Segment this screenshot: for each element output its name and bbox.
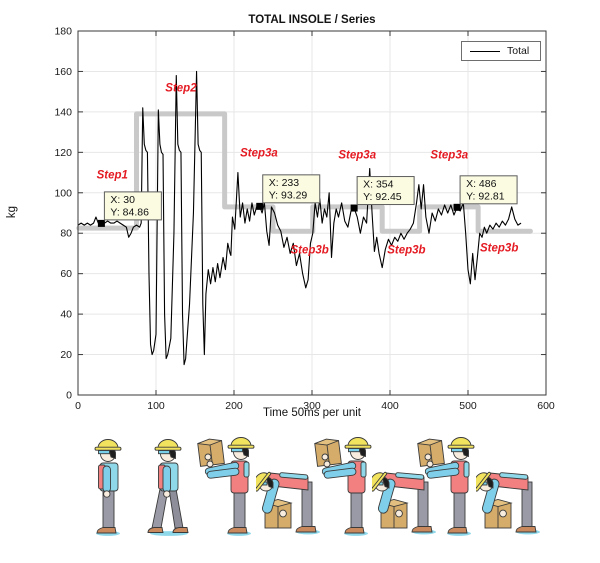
y-tick-label: 0: [66, 390, 72, 402]
datatip-y-value: Y: 92.81: [466, 190, 505, 202]
datatip-box[interactable]: [459, 175, 518, 205]
y-tick-label: 20: [60, 349, 72, 361]
datatip-x-value: X: 30: [110, 194, 135, 206]
step-annotation: Step3b: [480, 242, 518, 254]
datatip-x-value: X: 354: [363, 179, 394, 191]
legend-label: Total: [507, 45, 530, 57]
datatip-marker[interactable]: [453, 203, 461, 211]
worker-standing-icon: [94, 439, 122, 537]
worker-sequence: [0, 425, 600, 563]
x-tick-label: 100: [147, 400, 165, 412]
y-tick-label: 180: [54, 26, 72, 38]
step-annotation: Step3a: [430, 149, 468, 161]
step-annotation: Step3a: [338, 149, 376, 161]
step-annotation: Step1: [97, 170, 128, 182]
y-tick-label: 120: [54, 147, 72, 159]
worker-carrying-box-icon: [417, 437, 475, 537]
x-tick-label: 0: [75, 400, 81, 412]
total-line: [77, 70, 522, 366]
y-tick-label: 160: [54, 66, 72, 78]
step-annotation: Step2: [165, 83, 197, 95]
datatip-x-value: X: 486: [466, 178, 497, 190]
plot-canvas: 0 100 200 300 400 500 600 0 20 40 60 80 100 120 140 160…: [54, 26, 555, 413]
y-tick-label: 40: [60, 309, 72, 321]
datatip-marker[interactable]: [97, 219, 105, 227]
x-tick-label: 300: [303, 400, 321, 412]
x-tick-label: 500: [459, 400, 477, 412]
datatip-y-value: Y: 92.45: [363, 191, 402, 203]
datatip-y-value: Y: 84.86: [110, 206, 149, 218]
y-tick-label: 60: [60, 268, 72, 280]
legend-line-sample: [470, 50, 500, 52]
worker-carrying-box-icon: [314, 437, 372, 537]
x-tick-label: 200: [225, 400, 243, 412]
legend[interactable]: Total: [461, 41, 541, 61]
reference-step-line: [76, 111, 533, 234]
worker-carrying-box-icon: [197, 437, 255, 537]
datatip-y-value: Y: 93.29: [269, 189, 308, 201]
y-tick-label: 140: [54, 106, 72, 118]
step-annotation: Step3b: [290, 244, 328, 256]
y-tick-label: 100: [54, 187, 72, 199]
x-axis-label: Time 50ms per unit: [263, 407, 361, 419]
datatip-box[interactable]: [356, 176, 415, 206]
datatip-x-value: X: 233: [269, 177, 300, 189]
datatip-marker[interactable]: [256, 202, 264, 210]
y-tick-label: 80: [60, 228, 72, 240]
step-annotation: Step3b: [387, 244, 425, 256]
worker-bending-to-box-icon: [476, 467, 541, 535]
x-tick-label: 600: [537, 400, 555, 412]
datatip-box[interactable]: [103, 191, 162, 221]
x-tick-label: 400: [381, 400, 399, 412]
step-annotation: Step3a: [240, 147, 278, 159]
chart-title: TOTAL INSOLE / Series: [248, 14, 376, 26]
worker-walking-icon: [147, 439, 189, 537]
datatip-box[interactable]: [262, 174, 321, 204]
datatip-marker[interactable]: [350, 204, 358, 212]
